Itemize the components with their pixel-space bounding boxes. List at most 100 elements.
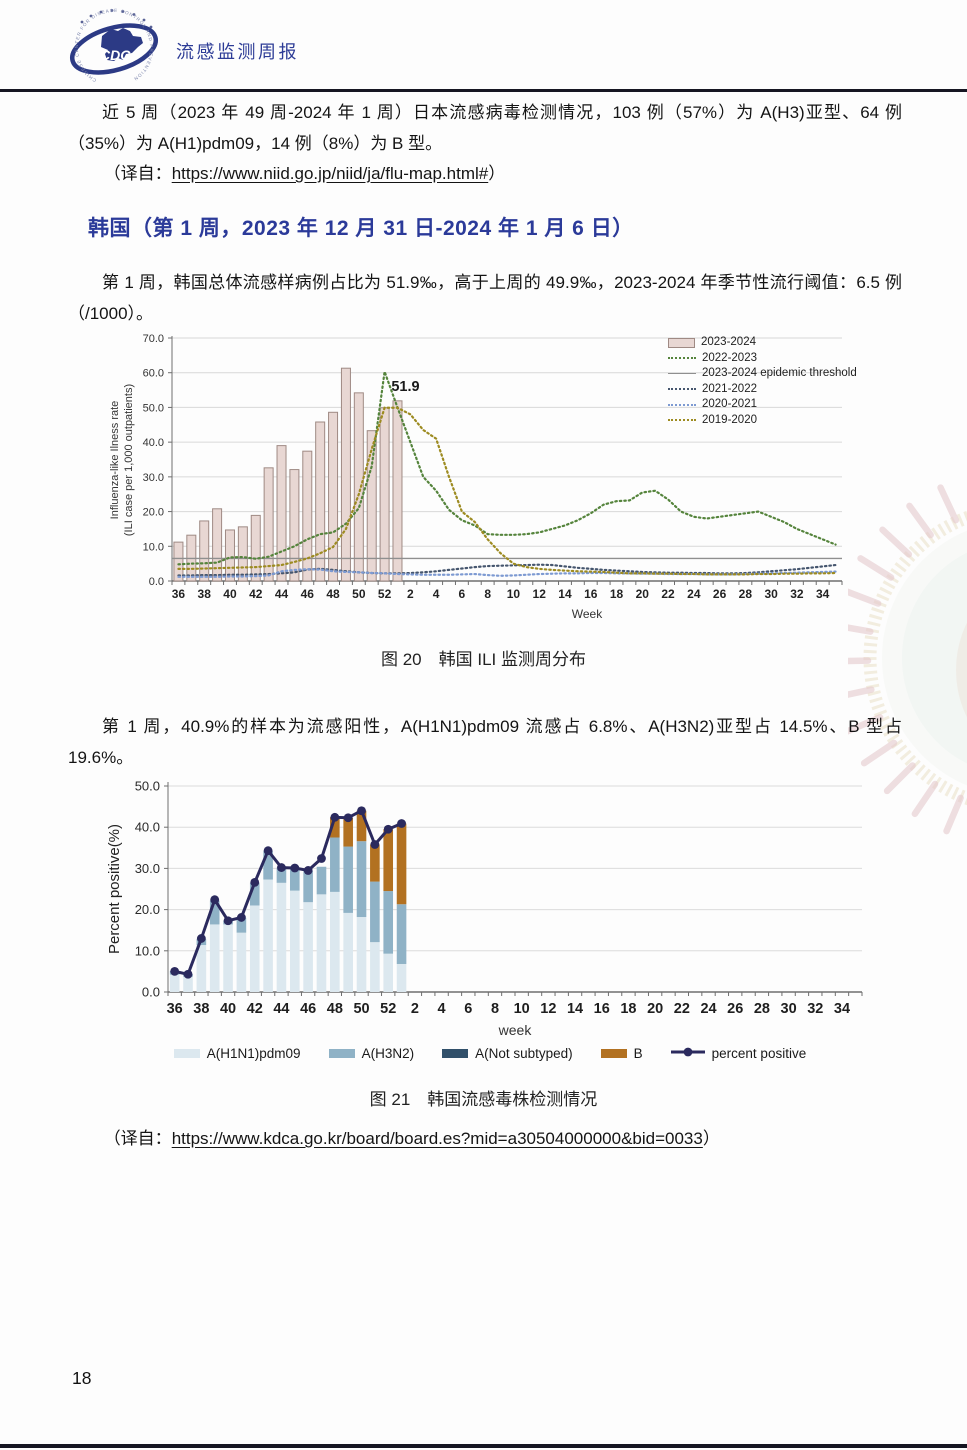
page-number: 18	[72, 1368, 92, 1388]
legend-item: 2022-2023	[668, 351, 857, 367]
svg-text:24: 24	[700, 1001, 716, 1017]
legend-label: percent positive	[711, 1046, 807, 1061]
svg-text:4: 4	[438, 1001, 446, 1017]
legend-item: 2021-2022	[668, 382, 857, 398]
source-prefix: （译自：	[103, 1129, 172, 1148]
legend-swatch	[328, 1049, 355, 1058]
japan-summary-paragraph: 近 5 周（2023 年 49 周-2024 年 1 周）日本流感病毒检测情况，…	[68, 103, 902, 153]
svg-text:52: 52	[378, 587, 392, 601]
svg-text:10: 10	[514, 1001, 530, 1017]
legend-swatch	[670, 1046, 705, 1061]
header-rule	[0, 89, 967, 92]
report-title: 流感监测周报	[176, 42, 299, 62]
svg-text:4: 4	[433, 587, 440, 601]
svg-text:40.0: 40.0	[135, 820, 160, 835]
legend-label: A(H3N2)	[361, 1046, 415, 1061]
legend-item: 2019-2020	[668, 413, 857, 429]
ili-chart-legend: 2023-2024 2022-2023 2023-2024 epidemic thr…	[668, 335, 857, 428]
legend-item: 2020-2021	[668, 397, 857, 413]
svg-text:Week: Week	[572, 607, 603, 621]
svg-text:34: 34	[816, 587, 830, 601]
kdca-url-link[interactable]: https://www.kdca.go.kr/board/board.es?mi…	[171, 1129, 703, 1148]
legend-label: 2023-2024 epidemic threshold	[702, 367, 857, 379]
svg-text:week: week	[498, 1022, 533, 1038]
kdca-source-line: （译自：https://www.kdca.go.kr/board/board.e…	[68, 1124, 902, 1154]
svg-text:26: 26	[713, 587, 727, 601]
svg-text:44: 44	[275, 587, 289, 601]
svg-text:10: 10	[507, 587, 521, 601]
svg-text:26: 26	[727, 1001, 743, 1017]
legend-swatch	[668, 388, 696, 391]
svg-text:46: 46	[301, 587, 315, 601]
svg-text:22: 22	[661, 587, 675, 601]
svg-text:20.0: 20.0	[135, 902, 160, 917]
svg-text:12: 12	[540, 1001, 556, 1017]
svg-text:60.0: 60.0	[143, 368, 164, 380]
niid-source-line: （译自：https://www.niid.go.jp/niid/ja/flu-m…	[68, 159, 902, 189]
svg-text:0.0: 0.0	[142, 985, 160, 1000]
svg-text:50.0: 50.0	[143, 402, 164, 414]
svg-text:34: 34	[834, 1001, 850, 1017]
svg-text:46: 46	[300, 1001, 316, 1017]
svg-text:52: 52	[380, 1001, 396, 1017]
svg-text:6: 6	[459, 587, 466, 601]
svg-text:36: 36	[167, 1001, 183, 1017]
svg-text:38: 38	[198, 587, 212, 601]
svg-text:50: 50	[353, 1001, 369, 1017]
legend-label: 2022-2023	[702, 351, 757, 364]
svg-text:40: 40	[223, 587, 237, 601]
svg-text:6: 6	[464, 1001, 472, 1017]
svg-text:48: 48	[327, 1001, 343, 1017]
legend-label: A(Not subtyped)	[475, 1046, 573, 1061]
source-suffix: ）	[488, 164, 506, 183]
legend-label: A(H1N1)pdm09	[206, 1046, 301, 1061]
svg-text:42: 42	[247, 1001, 263, 1017]
svg-text:8: 8	[491, 1001, 499, 1017]
korea-positive-paragraph: 第 1 周，40.9%的样本为流感阳性，A(H1N1)pdm09 流感占 6.8…	[68, 717, 902, 767]
svg-text:30.0: 30.0	[135, 861, 160, 876]
svg-text:48: 48	[326, 587, 340, 601]
svg-text:30.0: 30.0	[143, 472, 164, 484]
svg-text:20: 20	[647, 1001, 663, 1017]
legend-label: B	[633, 1046, 643, 1061]
ili-chart: 0.010.020.030.040.050.060.070.036 38 40 42 4…	[109, 333, 843, 621]
svg-text:10.0: 10.0	[143, 541, 164, 553]
legend-label: 2020-2021	[702, 398, 757, 410]
svg-text:30: 30	[764, 587, 778, 601]
figure20-caption: 图 20 韩国 ILI 监测周分布	[381, 650, 586, 669]
niid-url-link[interactable]: https://www.niid.go.jp/niid/ja/flu-map.h…	[171, 164, 489, 183]
svg-text:42: 42	[249, 587, 263, 601]
legend-swatch	[668, 403, 696, 406]
svg-text:18: 18	[620, 1001, 636, 1017]
svg-text:40.0: 40.0	[143, 437, 164, 449]
svg-text:28: 28	[739, 587, 753, 601]
strain-chart-container: 0.0 10.0 20.0 30.0 40.0 50.0 36 38 40 42 44 46 48 50 5…	[95, 772, 885, 1044]
ili-chart-container: 0.0 10.0 20.0 30.0 40.0 50.0 60.0 70.0 36 38 40 42 4…	[102, 330, 857, 632]
cdc-logo: CDC CHINESE CENTER FOR DISEASE CONTROL A…	[70, 8, 158, 83]
svg-text:16: 16	[594, 1001, 610, 1017]
legend-swatch	[668, 337, 695, 348]
legend-label: 2023-2024	[701, 336, 756, 348]
svg-text:2: 2	[407, 587, 414, 601]
svg-text:32: 32	[790, 587, 804, 601]
legend-label: 2021-2022	[702, 382, 757, 395]
footer-rule	[0, 1444, 967, 1448]
svg-text:44: 44	[273, 1001, 289, 1017]
svg-text:22: 22	[674, 1001, 690, 1017]
legend-item: A(H1N1)pdm09	[173, 1046, 301, 1061]
svg-text:32: 32	[807, 1001, 823, 1017]
legend-item: A(Not subtyped)	[442, 1046, 573, 1061]
legend-item: 2023-2024 epidemic threshold	[668, 366, 857, 382]
svg-text:50: 50	[352, 587, 366, 601]
svg-text:30: 30	[781, 1001, 797, 1017]
logo-cdc-text: CDC	[100, 47, 131, 63]
legend-item: 2023-2024	[668, 335, 857, 351]
figure21-caption: 图 21 韩国流感毒株检测情况	[369, 1090, 598, 1109]
strain-chart: 0.010.020.030.040.050.036 38 40 42 44 46 48 50 5…	[106, 779, 863, 1038]
svg-text:12: 12	[533, 587, 547, 601]
svg-text:Influenza-like Ilness rate: Influenza-like Ilness rate	[109, 401, 121, 520]
svg-text:20: 20	[636, 587, 650, 601]
legend-item: percent positive	[670, 1046, 807, 1061]
